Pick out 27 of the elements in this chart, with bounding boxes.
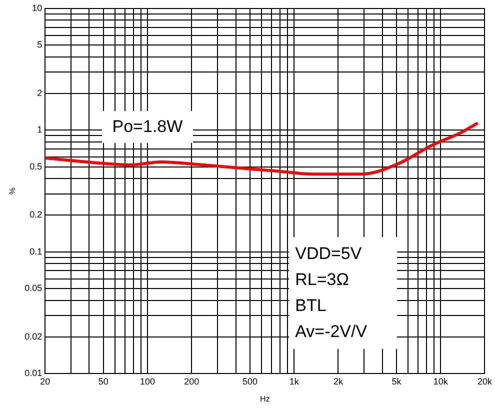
- y-tick-label: 0.5: [30, 161, 42, 172]
- x-tick-label: 100: [140, 376, 156, 386]
- y-tick-label: 10: [32, 2, 42, 13]
- x-tick-label: 10k: [433, 376, 448, 386]
- y-tick-label: 2: [37, 88, 42, 98]
- annotation: RL=3Ω: [295, 268, 350, 291]
- y-tick-label: 1: [37, 124, 42, 135]
- x-axis-title: Hz: [260, 394, 270, 404]
- y-tick-label: 5: [37, 40, 42, 50]
- annotation: VDD=5V: [295, 242, 363, 265]
- x-tick-label: 20: [40, 376, 50, 386]
- y-tick-label: 0.05: [24, 282, 42, 293]
- y-tick-label: 0.01: [24, 368, 42, 378]
- annotation: Po=1.8W: [102, 110, 193, 143]
- annotation: Av=-2V/V: [295, 320, 368, 343]
- x-tick-label: 50: [98, 376, 108, 386]
- x-tick-label: 20k: [477, 376, 492, 386]
- x-tick-label: 1k: [289, 376, 300, 386]
- x-tick-label: 500: [242, 376, 258, 386]
- y-tick-label: 0.2: [30, 210, 42, 220]
- y-tick-label: 0.02: [24, 331, 42, 342]
- y-tick-label: 0.1: [30, 246, 42, 256]
- x-tick-label: 2k: [333, 376, 344, 386]
- x-tick-label: 5k: [392, 376, 402, 386]
- y-axis-title: %: [8, 187, 18, 195]
- x-tick-label: 200: [184, 376, 200, 386]
- annotation: BTL: [295, 294, 328, 317]
